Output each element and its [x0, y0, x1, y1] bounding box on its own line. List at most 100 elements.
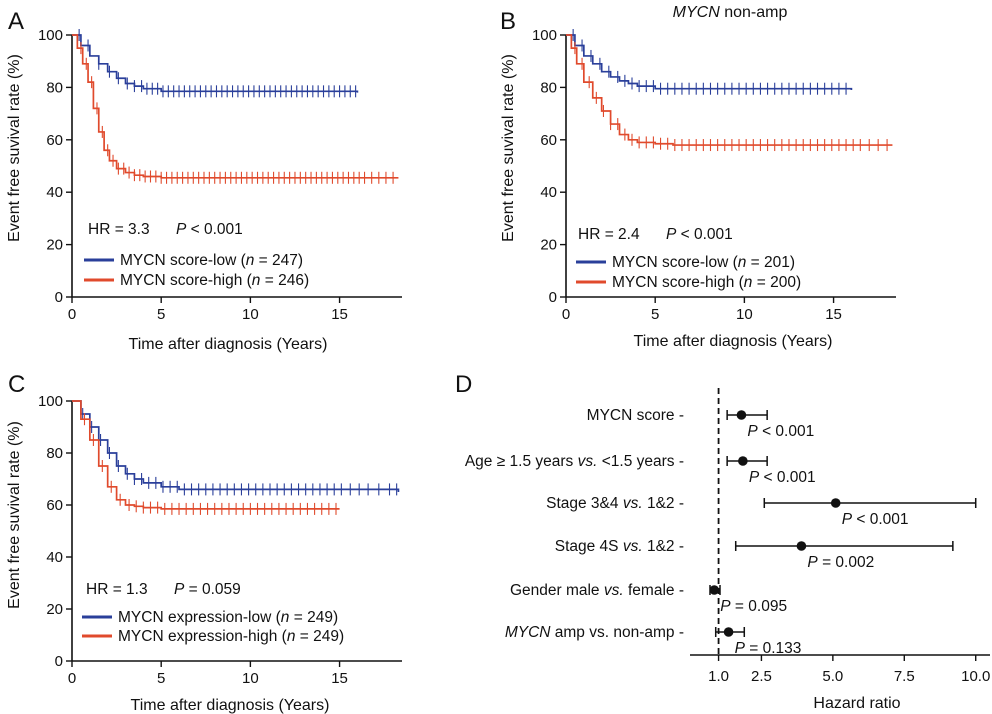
forest-p-symbol: P — [807, 554, 818, 571]
x-tick-label-a: 0 — [68, 306, 76, 323]
survival-curve-high-b — [566, 34, 893, 146]
legend-n-low-a: 247 — [272, 252, 298, 269]
x-tick-label-b: 5 — [651, 306, 659, 323]
x-axis-title-b: Time after diagnosis (Years) — [634, 333, 833, 350]
legend-n-low-b: 201 — [764, 254, 790, 271]
legend-n-high-b: 200 — [770, 274, 796, 291]
title-gene-b: MYCN — [673, 4, 721, 21]
curves-b — [566, 29, 893, 152]
forest-p-symbol: P — [735, 640, 746, 657]
forest-row-label-pre: Stage 3&4 — [546, 495, 623, 512]
forest-x-tick-label: 5.0 — [822, 668, 843, 685]
legend-label-high-a: MYCN score-high (n = 246) — [120, 272, 309, 289]
x-tick-label-a: 10 — [242, 306, 259, 323]
y-tick-label-c: 100 — [38, 393, 63, 410]
p-number-b: < 0.001 — [676, 226, 732, 243]
legend-name-high-b: MYCN score-high — [612, 274, 734, 291]
panel-letter-b: B — [500, 8, 516, 35]
p-symbol-c: P — [174, 581, 185, 598]
forest-hr-point — [709, 585, 720, 595]
legend-name-low-b: MYCN score-low — [612, 254, 729, 271]
p-number-a: < 0.001 — [186, 221, 242, 238]
legend-label-low-a: MYCN score-low (n = 247) — [120, 252, 303, 269]
hr-text-a: HR = 3.3 — [88, 221, 150, 238]
forest-hr-point — [738, 456, 748, 466]
legend-label-low-b: MYCN score-low (n = 201) — [612, 254, 795, 271]
forest-p-symbol: P — [747, 423, 758, 440]
forest-row-label-em: vs. — [623, 538, 643, 555]
axes-c: 0 20 40 60 80 100 0 5 10 15 — [38, 393, 402, 687]
p-value-a: P < 0.001 — [176, 221, 243, 238]
forest-row-label: Stage 3&4 vs. 1&2 - — [546, 495, 684, 512]
forest-p-value: P = 0.002 — [807, 554, 874, 571]
y-tick-label-a: 40 — [46, 184, 63, 201]
forest-row-label: MYCN amp vs. non-amp - — [505, 624, 684, 641]
chart-title-b: MYCN non-amp — [673, 4, 788, 21]
forest-row-label-post: 1&2 - — [643, 495, 684, 512]
y-tick-label-b: 80 — [540, 79, 557, 96]
forest-p-value: P < 0.001 — [749, 469, 816, 486]
y-tick-label-a: 100 — [38, 27, 63, 44]
forest-x-tick-label: 1.0 — [708, 668, 729, 685]
y-tick-label-a: 80 — [46, 79, 63, 96]
legend-label-high-b: MYCN score-high (n = 200) — [612, 274, 801, 291]
survival-curve-high-c — [72, 400, 340, 510]
y-tick-label-b: 100 — [532, 27, 557, 44]
legend-name-low-c: MYCN expression-low — [118, 609, 272, 626]
forest-p-value: P = 0.133 — [735, 640, 802, 657]
forest-panel-d: D Hazard ratio 1.0 2.5 5.0 7.5 10.0 MYCN scor… — [455, 371, 990, 712]
y-tick-label-b: 60 — [540, 132, 557, 149]
x-tick-label-c: 0 — [68, 670, 76, 687]
forest-x-tick-label: 10.0 — [961, 668, 990, 685]
y-tick-label-a: 0 — [55, 289, 63, 306]
forest-p-number: = 0.002 — [818, 554, 874, 571]
y-tick-label-c: 80 — [46, 445, 63, 462]
forest-row-label-em: vs. — [604, 582, 624, 599]
forest-row-label-pre: Stage 4S — [555, 538, 623, 555]
forest-p-value: P < 0.001 — [842, 511, 909, 528]
p-value-c: P = 0.059 — [174, 581, 241, 598]
forest-row-label: Gender male vs. female - — [510, 582, 684, 599]
x-axis-title-c: Time after diagnosis (Years) — [131, 697, 330, 714]
curves-a — [72, 29, 399, 184]
forest-p-value: P < 0.001 — [747, 423, 814, 440]
panel-letter-d: D — [455, 371, 472, 398]
forest-p-number: = 0.095 — [731, 598, 787, 615]
x-tick-label-b: 15 — [825, 306, 842, 323]
y-tick-label-c: 0 — [55, 653, 63, 670]
x-axis-title-d: Hazard ratio — [813, 695, 900, 712]
legend-b: MYCN score-low (n = 201) MYCN score-high… — [576, 254, 801, 291]
legend-name-high-c: MYCN expression-high — [118, 628, 277, 645]
legend-label-low-c: MYCN expression-low (n = 249) — [118, 609, 338, 626]
forest-row-label: MYCN score - — [587, 407, 684, 424]
y-tick-label-b: 20 — [540, 237, 557, 254]
forest-p-number: < 0.001 — [759, 469, 815, 486]
x-tick-label-a: 15 — [331, 306, 348, 323]
y-tick-label-b: 40 — [540, 184, 557, 201]
panel-letter-c: C — [8, 371, 25, 398]
forest-plot-d: 1.0 2.5 5.0 7.5 10.0 MYCN score - P < 0.001 Age… — [465, 388, 990, 685]
legend-name-high-a: MYCN score-high — [120, 272, 242, 289]
legend-label-high-c: MYCN expression-high (n = 249) — [118, 628, 344, 645]
km-panel-c: C Event free suvival rate (%) Time after… — [6, 371, 402, 714]
forest-x-tick-label: 7.5 — [894, 668, 915, 685]
forest-row-label-post: <1.5 years - — [597, 453, 684, 470]
y-axis-title-b: Event free suvival rate (%) — [500, 54, 517, 242]
forest-p-number: < 0.001 — [758, 423, 814, 440]
forest-p-number: = 0.133 — [745, 640, 801, 657]
legend-name-low-a: MYCN score-low — [120, 252, 237, 269]
forest-p-number: < 0.001 — [852, 511, 908, 528]
y-tick-label-c: 20 — [46, 601, 63, 618]
y-axis-title-c: Event free suvival rate (%) — [6, 421, 23, 609]
forest-p-symbol: P — [749, 469, 760, 486]
y-tick-label-c: 40 — [46, 549, 63, 566]
legend-a: MYCN score-low (n = 247) MYCN score-high… — [84, 252, 309, 289]
forest-row-label-em: vs. — [578, 453, 598, 470]
x-tick-label-c: 15 — [331, 670, 348, 687]
survival-curve-low-b — [566, 34, 853, 91]
x-tick-label-b: 0 — [562, 306, 570, 323]
forest-p-symbol: P — [842, 511, 853, 528]
legend-c: MYCN expression-low (n = 249) MYCN expre… — [82, 609, 344, 645]
km-panel-b: B MYCN non-amp Event free suvival rate (… — [500, 4, 896, 350]
forest-p-symbol: P — [720, 598, 731, 615]
